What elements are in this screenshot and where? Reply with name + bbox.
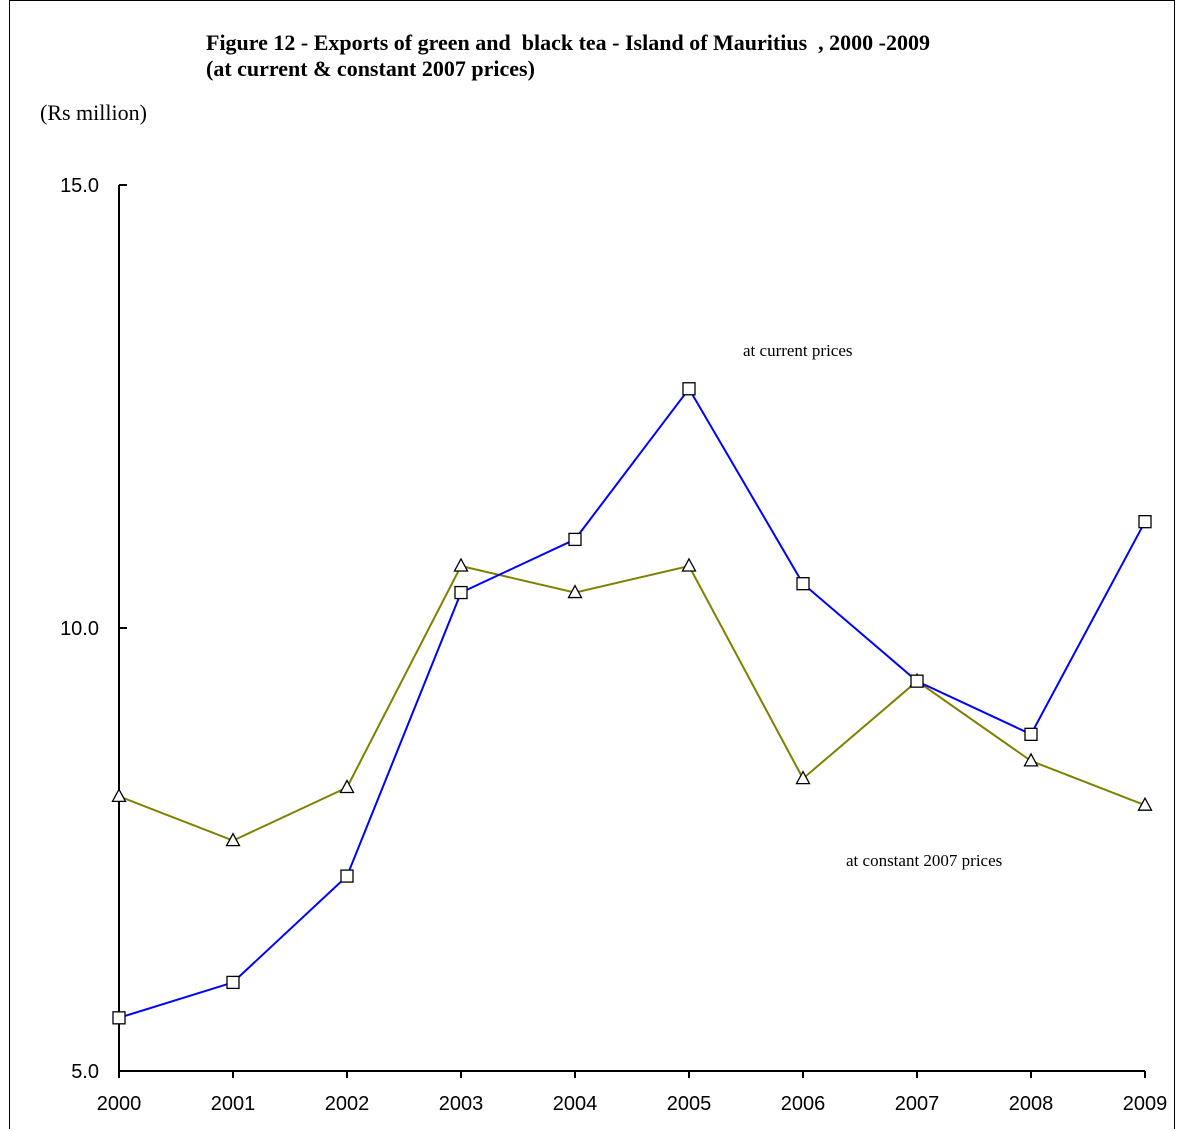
x-tick-label: 2008 (1009, 1093, 1054, 1115)
x-tick-label: 2002 (325, 1093, 370, 1115)
x-tick-label: 2007 (895, 1093, 940, 1115)
chart-title-line1: Figure 12 - Exports of green and black t… (206, 30, 930, 55)
point-current (1024, 727, 1038, 741)
point-current (910, 674, 924, 688)
series-layer (111, 382, 1153, 1025)
x-tick-label: 2005 (667, 1093, 712, 1115)
chart-title-line2: (at current & constant 2007 prices) (206, 56, 535, 81)
x-tick-label: 2003 (439, 1093, 484, 1115)
point-constant (1023, 752, 1039, 767)
point-current (682, 382, 696, 396)
axes: 15.0 10.0 5.0 2000 2001 2002 2003 2004 2005 2006 2… (60, 175, 1167, 1115)
series-line-constant (118, 564, 1146, 842)
point-current (568, 532, 582, 547)
point-current (226, 975, 240, 990)
point-current (340, 869, 354, 883)
y-axis-unit-label: (Rs million) (40, 100, 147, 125)
point-current (112, 1011, 126, 1025)
point-current (1138, 515, 1152, 529)
point-constant (111, 787, 127, 802)
chart-title: Figure 12 - Exports of green and black t… (206, 30, 930, 82)
point-current (454, 585, 468, 600)
series-label-current: at current prices (743, 341, 853, 360)
point-constant (225, 832, 241, 847)
y-tick-label: 15.0 (60, 175, 99, 197)
point-constant (567, 584, 583, 599)
point-constant (1137, 796, 1153, 811)
point-current (796, 577, 810, 591)
point-constant (795, 770, 811, 785)
x-tick-label: 2001 (211, 1093, 256, 1115)
x-tick-label: 2009 (1123, 1093, 1168, 1115)
point-constant (453, 557, 469, 572)
series-label-constant: at constant 2007 prices (846, 851, 1002, 870)
point-constant (681, 557, 697, 572)
y-tick-label: 10.0 (60, 618, 99, 640)
series-line-current (118, 387, 1146, 1019)
series-labels: at current prices at constant 2007 price… (743, 341, 1002, 870)
y-tick-label: 5.0 (71, 1061, 99, 1083)
x-tick-label: 2004 (553, 1093, 598, 1115)
x-tick-label: 2006 (781, 1093, 826, 1115)
x-tick-label: 2000 (97, 1093, 142, 1115)
chart-frame (9, 0, 1175, 1129)
point-constant (339, 779, 355, 794)
